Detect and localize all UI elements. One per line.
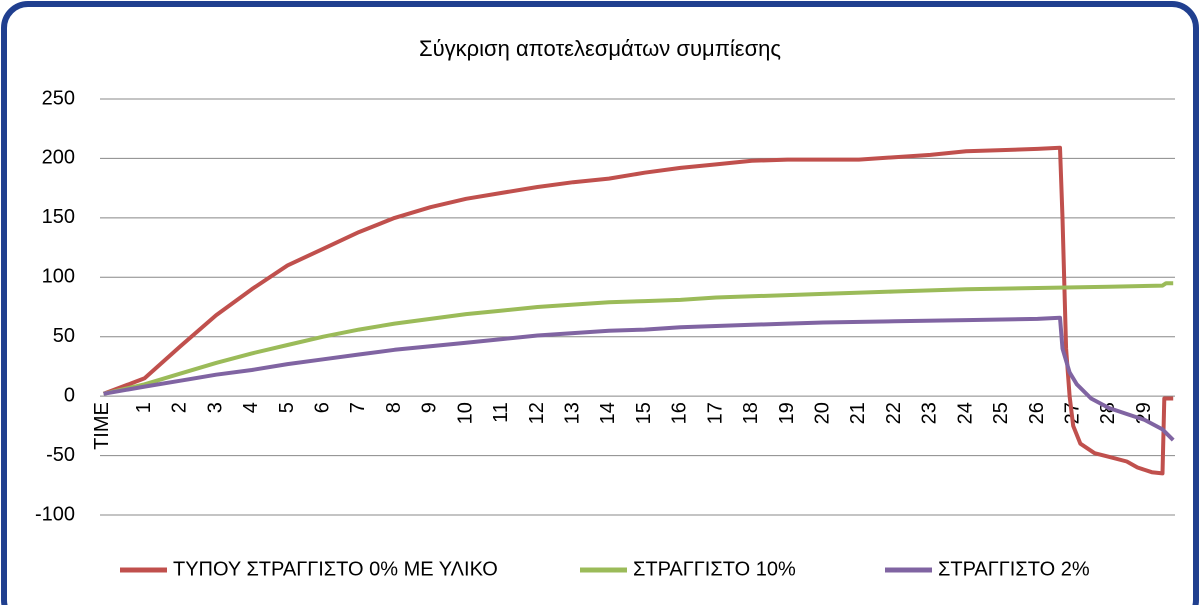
x-tick-label: 9	[419, 402, 441, 413]
y-tick-label: 250	[42, 87, 75, 109]
x-tick-label: 13	[561, 402, 583, 424]
x-tick-label: 5	[276, 402, 298, 413]
y-tick-label: 100	[42, 266, 75, 288]
y-tick-label: 150	[42, 206, 75, 228]
x-tick-label: 19	[776, 402, 798, 424]
y-tick-label: 200	[42, 147, 75, 169]
x-tick-label: 2	[169, 402, 191, 413]
x-tick-label: 10	[454, 402, 476, 424]
legend-label: ΤΥΠΟΥ ΣΤΡΑΓΓΙΣΤΟ 0% ΜΕ ΥΛΙΚΟ	[173, 558, 498, 580]
x-tick-label: 15	[633, 402, 655, 424]
x-tick-label: 14	[597, 402, 619, 424]
x-tick-label: 20	[811, 402, 833, 424]
y-tick-label: -100	[35, 503, 75, 525]
x-tick-label: 6	[311, 402, 333, 413]
series-line	[102, 145, 1174, 476]
x-tick-label: 8	[383, 402, 405, 413]
x-tick-label: TIME	[91, 402, 113, 450]
series-line	[103, 315, 1175, 442]
y-tick-label: 0	[64, 384, 75, 406]
x-tick-label: 1	[133, 402, 155, 413]
x-tick-label: 23	[919, 402, 941, 424]
x-tick-label: 24	[954, 402, 976, 424]
x-tick-label: 18	[740, 402, 762, 424]
x-tick-label: 3	[204, 402, 226, 413]
x-tick-label: 21	[847, 402, 869, 424]
x-tick-label: 11	[490, 402, 512, 423]
x-tick-label: 25	[990, 402, 1012, 424]
y-tick-label: -50	[46, 444, 75, 466]
series-line	[103, 281, 1174, 396]
x-tick-label: 12	[526, 402, 548, 424]
x-tick-label: 16	[669, 402, 691, 424]
x-tick-label: 17	[704, 402, 726, 424]
legend-label: ΣΤΡΑΓΓΙΣΤΟ 2%	[938, 558, 1090, 580]
x-tick-label: 22	[883, 402, 905, 424]
x-tick-label: 7	[347, 402, 369, 413]
x-tick-label: 4	[240, 402, 262, 413]
x-tick-label: 26	[1026, 402, 1048, 424]
legend-label: ΣΤΡΑΓΓΙΣΤΟ 10%	[633, 558, 796, 580]
chart-title: Σύγκριση αποτελεσμάτων συμπίεσης	[419, 36, 781, 61]
y-tick-label: 50	[53, 325, 75, 347]
